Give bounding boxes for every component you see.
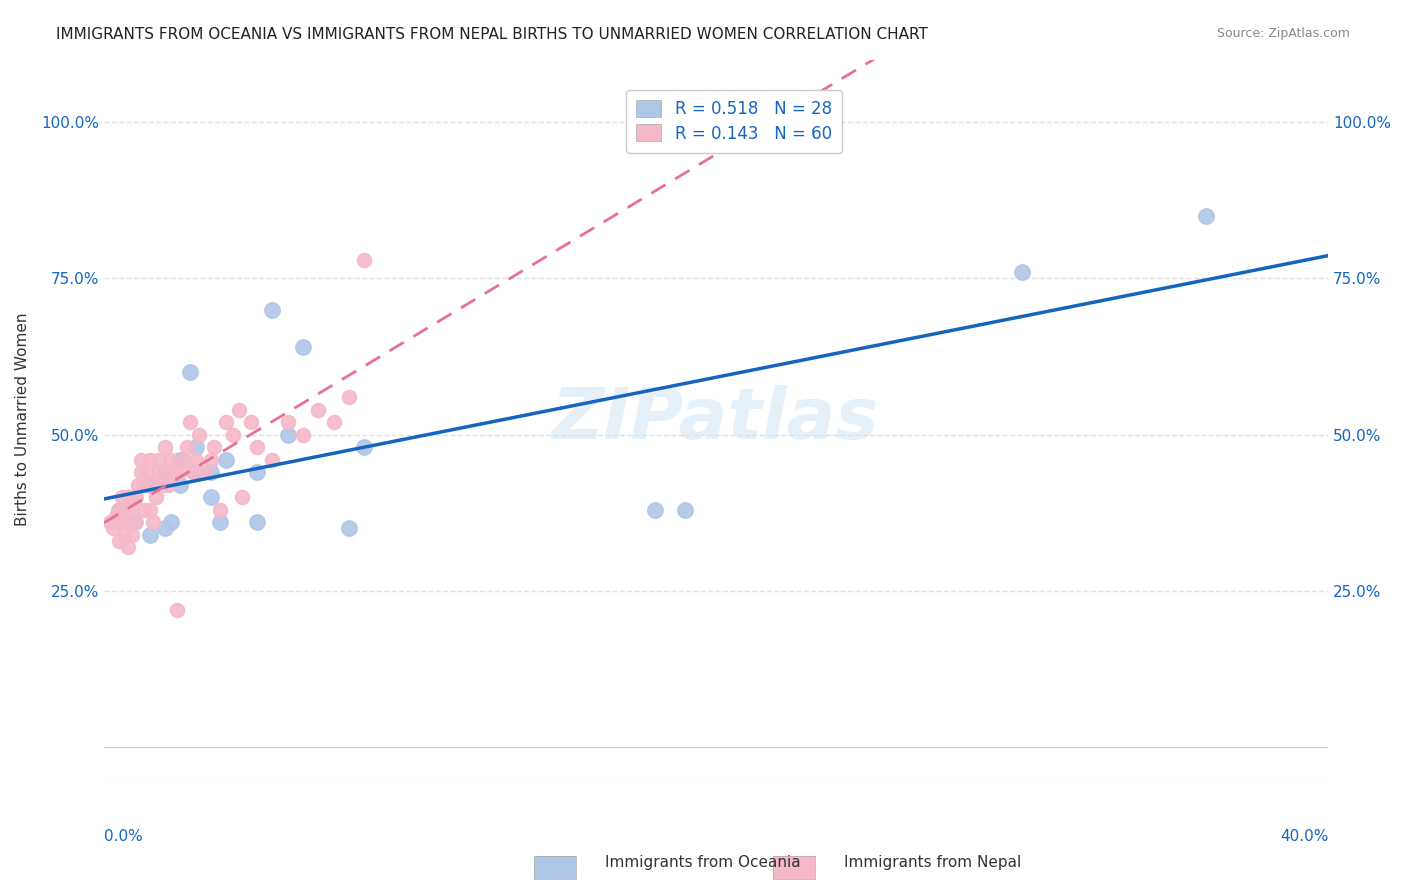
- Point: [117, 540, 139, 554]
- Point: [307, 402, 329, 417]
- Point: [675, 502, 697, 516]
- Point: [114, 527, 136, 541]
- Point: [277, 415, 299, 429]
- Point: [148, 465, 170, 479]
- Text: 0.0%: 0.0%: [104, 829, 143, 844]
- Point: [114, 502, 136, 516]
- Point: [187, 427, 209, 442]
- Point: [179, 415, 201, 429]
- Point: [353, 252, 375, 267]
- Point: [108, 533, 131, 548]
- Point: [209, 502, 232, 516]
- Point: [1195, 209, 1218, 223]
- Point: [117, 490, 139, 504]
- Point: [173, 452, 195, 467]
- Point: [163, 465, 186, 479]
- Point: [124, 490, 146, 504]
- Point: [142, 477, 165, 491]
- Point: [200, 465, 222, 479]
- Point: [231, 490, 253, 504]
- Text: Immigrants from Nepal: Immigrants from Nepal: [844, 855, 1021, 870]
- Point: [194, 465, 217, 479]
- Point: [139, 452, 162, 467]
- Point: [246, 465, 269, 479]
- Point: [121, 527, 143, 541]
- Point: [246, 515, 269, 529]
- Point: [132, 502, 155, 516]
- Point: [108, 502, 131, 516]
- Point: [644, 502, 666, 516]
- Point: [262, 302, 284, 317]
- Text: Source: ZipAtlas.com: Source: ZipAtlas.com: [1216, 27, 1350, 40]
- Point: [153, 521, 176, 535]
- Point: [353, 440, 375, 454]
- Point: [215, 452, 238, 467]
- Point: [184, 465, 207, 479]
- Point: [337, 521, 360, 535]
- Point: [184, 440, 207, 454]
- Point: [337, 390, 360, 404]
- Point: [176, 440, 198, 454]
- Point: [209, 515, 232, 529]
- Point: [291, 427, 314, 442]
- Point: [291, 340, 314, 354]
- Point: [239, 415, 262, 429]
- Point: [166, 603, 188, 617]
- Point: [124, 515, 146, 529]
- Point: [148, 452, 170, 467]
- Point: [111, 490, 134, 504]
- Point: [101, 521, 124, 535]
- Text: 40.0%: 40.0%: [1279, 829, 1329, 844]
- Point: [169, 477, 191, 491]
- Point: [221, 427, 243, 442]
- Y-axis label: Births to Unmarried Women: Births to Unmarried Women: [15, 312, 30, 525]
- Point: [124, 490, 146, 504]
- Text: IMMIGRANTS FROM OCEANIA VS IMMIGRANTS FROM NEPAL BIRTHS TO UNMARRIED WOMEN CORRE: IMMIGRANTS FROM OCEANIA VS IMMIGRANTS FR…: [56, 27, 928, 42]
- Point: [1011, 265, 1033, 279]
- Point: [135, 465, 157, 479]
- Point: [139, 502, 162, 516]
- Point: [105, 508, 128, 523]
- Point: [121, 502, 143, 516]
- Point: [169, 465, 191, 479]
- Point: [160, 515, 183, 529]
- Point: [179, 365, 201, 379]
- Point: [277, 427, 299, 442]
- Point: [145, 490, 167, 504]
- Point: [157, 477, 180, 491]
- Legend: R = 0.518   N = 28, R = 0.143   N = 60: R = 0.518 N = 28, R = 0.143 N = 60: [627, 89, 842, 153]
- Point: [246, 440, 269, 454]
- Point: [132, 477, 155, 491]
- Point: [169, 452, 191, 467]
- Point: [200, 452, 222, 467]
- Point: [200, 490, 222, 504]
- Point: [142, 515, 165, 529]
- Point: [153, 465, 176, 479]
- Point: [322, 415, 344, 429]
- Point: [127, 477, 149, 491]
- Point: [262, 452, 284, 467]
- Point: [139, 527, 162, 541]
- Point: [108, 502, 131, 516]
- Point: [153, 440, 176, 454]
- Point: [150, 477, 173, 491]
- Point: [181, 465, 204, 479]
- Point: [124, 515, 146, 529]
- Point: [139, 477, 162, 491]
- Point: [129, 465, 152, 479]
- Point: [215, 415, 238, 429]
- Point: [129, 452, 152, 467]
- Point: [160, 452, 183, 467]
- Point: [228, 402, 250, 417]
- Point: [202, 440, 225, 454]
- Point: [184, 452, 207, 467]
- Point: [111, 515, 134, 529]
- Text: Immigrants from Oceania: Immigrants from Oceania: [605, 855, 800, 870]
- Point: [117, 515, 139, 529]
- Text: ZIPatlas: ZIPatlas: [553, 384, 880, 453]
- Point: [98, 515, 121, 529]
- Point: [153, 465, 176, 479]
